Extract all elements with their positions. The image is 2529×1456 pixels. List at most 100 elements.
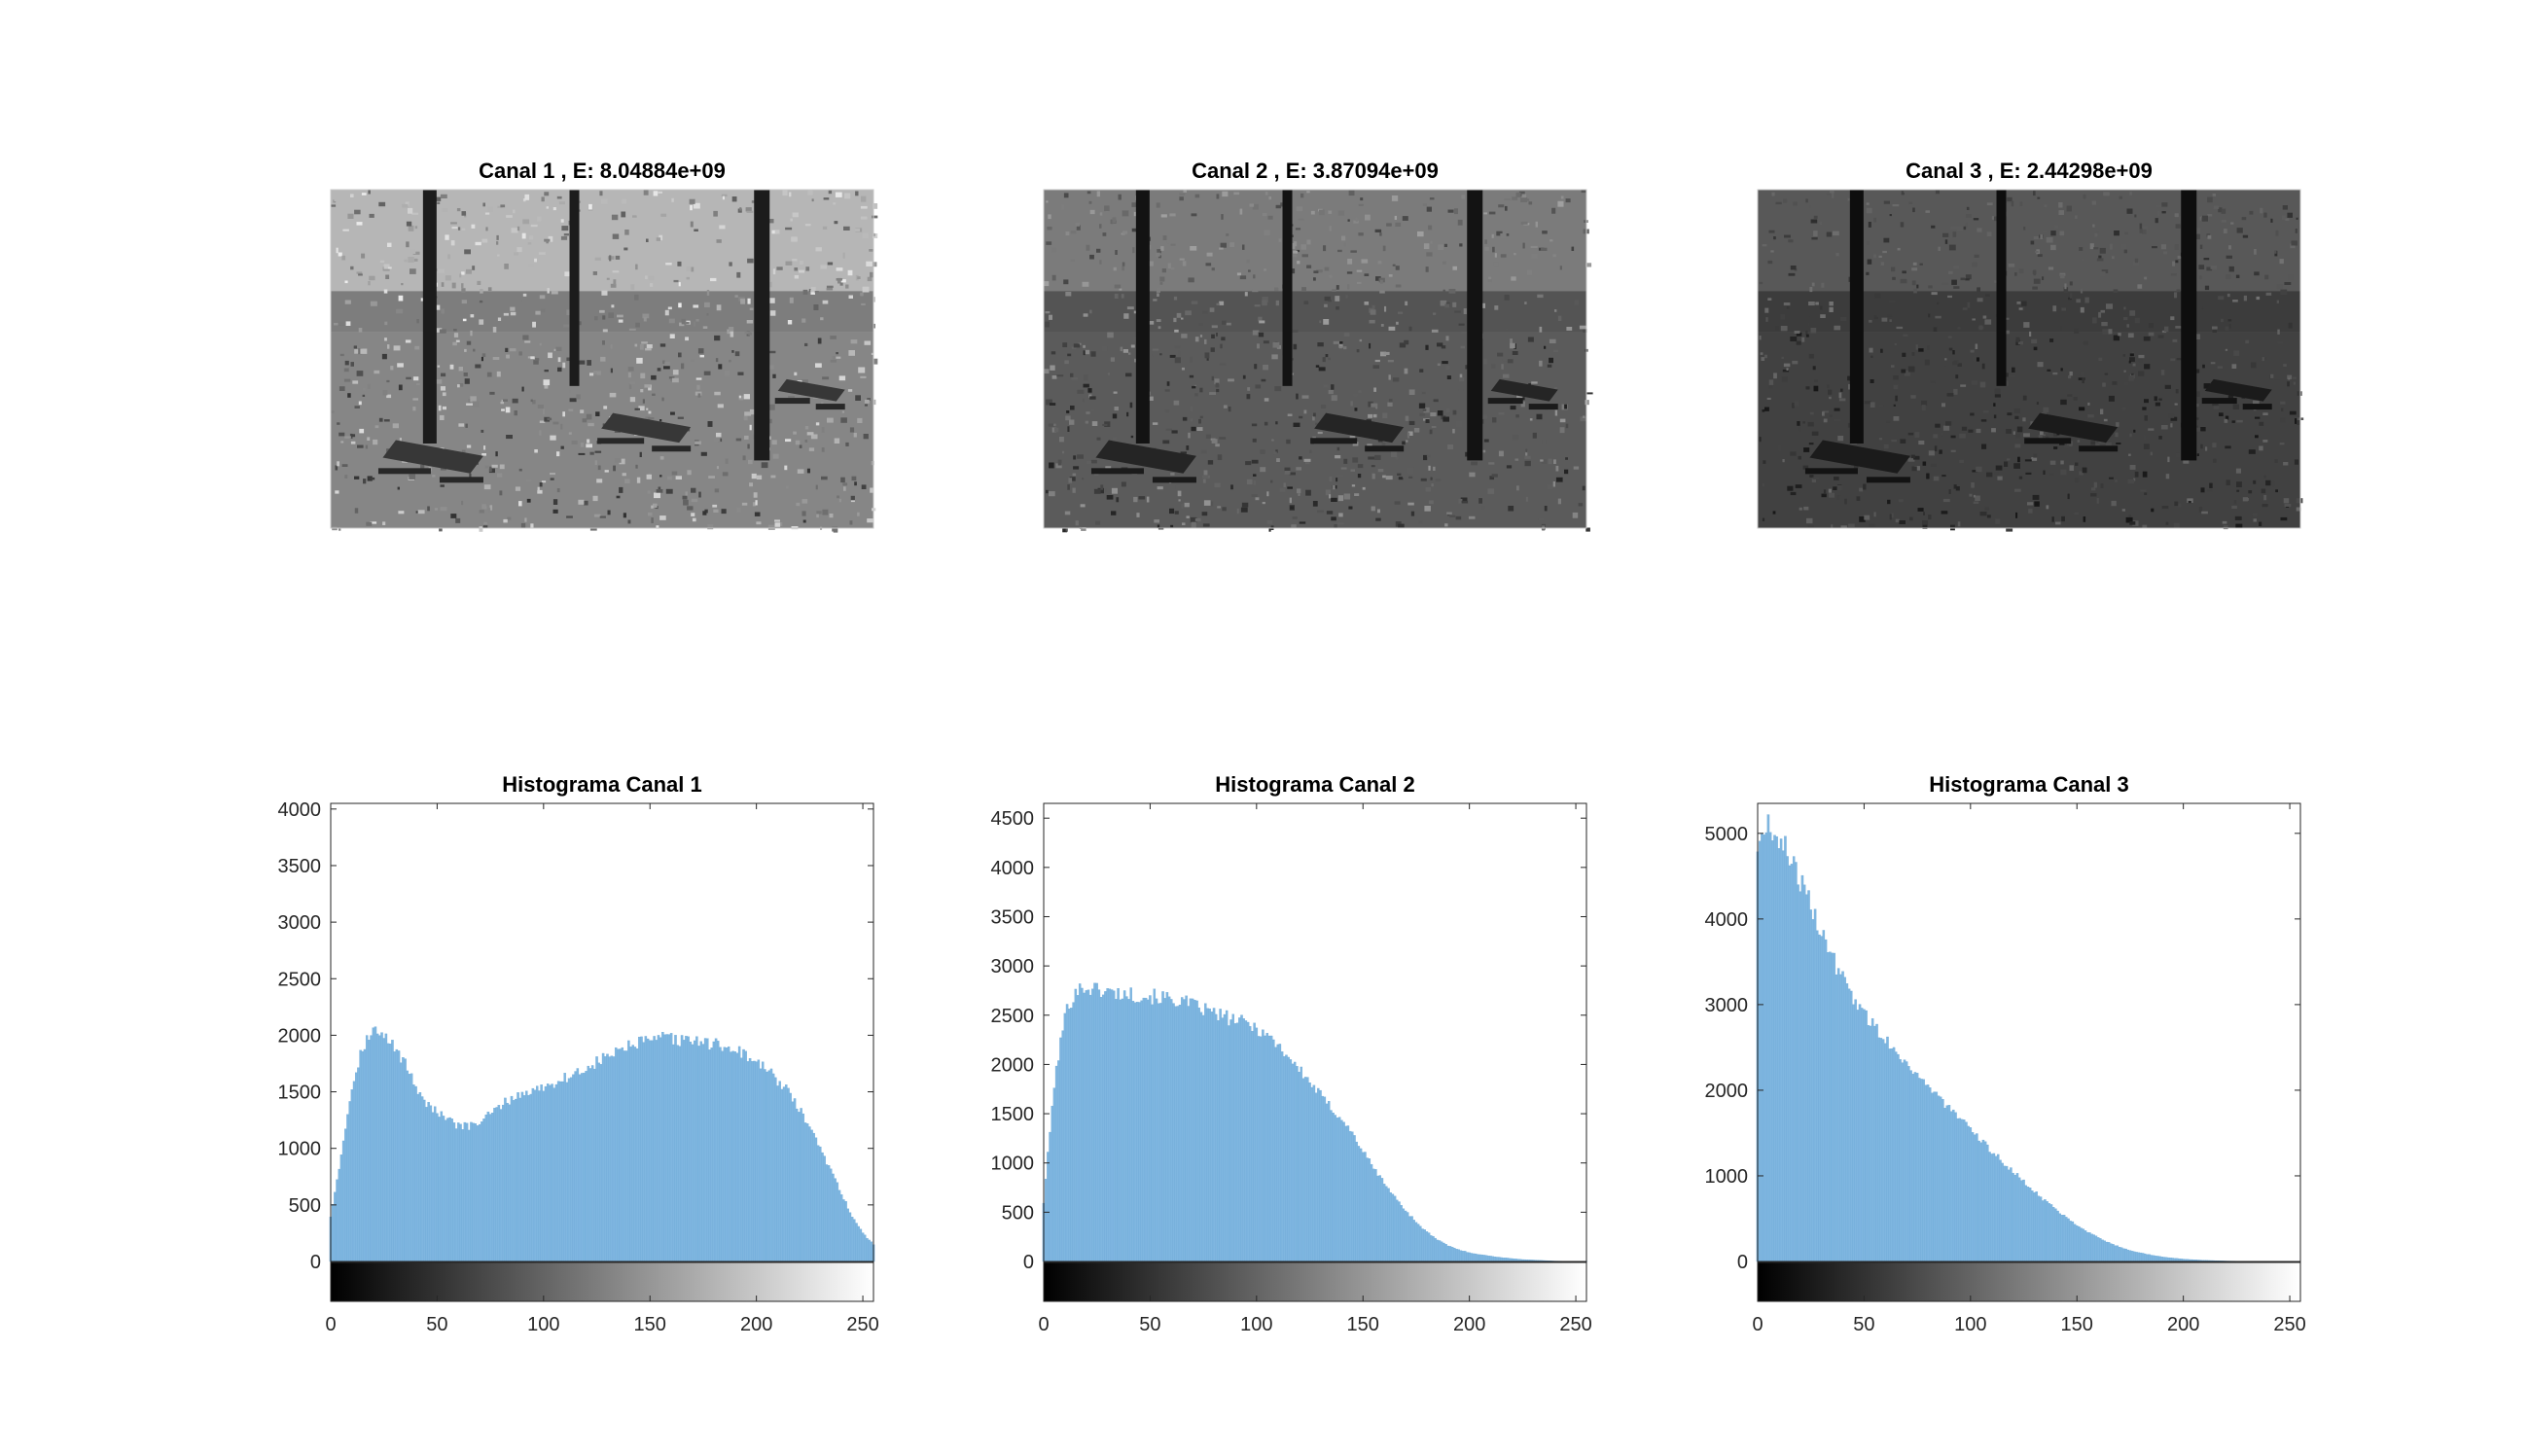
- histogram-bar: [2056, 1210, 2059, 1262]
- histogram-bar: [1189, 998, 1193, 1262]
- histogram-bar: [655, 1040, 659, 1262]
- histogram-bar: [2065, 1217, 2068, 1262]
- y-tick-label: 3500: [278, 856, 322, 877]
- histogram-bar: [1850, 990, 1853, 1262]
- histogram-bar: [2088, 1232, 2091, 1262]
- histogram-bar: [583, 1072, 586, 1262]
- histogram-bar: [476, 1125, 480, 1262]
- histogram-bar: [2092, 1234, 2095, 1262]
- histogram-bar: [1954, 1112, 1957, 1262]
- histogram-bar: [1334, 1115, 1337, 1262]
- histogram-bar: [1301, 1078, 1305, 1262]
- histogram-bar: [1416, 1224, 1420, 1262]
- histogram-bar: [1065, 1004, 1069, 1262]
- histogram-bar: [1296, 1066, 1299, 1262]
- histogram-bar: [697, 1046, 700, 1262]
- histogram-bar: [791, 1101, 795, 1262]
- histogram-bar: [1317, 1087, 1320, 1262]
- histogram-bar: [1860, 1008, 1864, 1262]
- histogram-bar: [1833, 952, 1836, 1262]
- histogram-bar: [614, 1047, 618, 1262]
- histogram-bar: [352, 1081, 356, 1262]
- histogram-bar: [1291, 1063, 1295, 1262]
- histogram-bar: [1225, 1010, 1229, 1262]
- histogram-bar: [518, 1097, 521, 1262]
- histogram-bar: [1779, 838, 1783, 1262]
- histogram-bar: [1099, 997, 1103, 1262]
- histogram-bar: [850, 1217, 854, 1262]
- histogram-bar: [766, 1071, 768, 1262]
- histogram-bar: [1115, 999, 1118, 1262]
- histogram-bar: [624, 1050, 628, 1262]
- histogram-bar: [746, 1061, 750, 1262]
- histogram-bar: [1086, 989, 1090, 1262]
- histogram-bar: [740, 1057, 743, 1262]
- histogram-bar: [1346, 1125, 1350, 1262]
- histogram-bar: [612, 1056, 616, 1262]
- histogram-bar: [651, 1040, 654, 1262]
- histogram-bar: [331, 1204, 335, 1262]
- histogram-bar: [1929, 1087, 1932, 1262]
- histogram-bar: [1775, 835, 1778, 1262]
- histogram-bars-1: [329, 1026, 875, 1262]
- histogram-bar: [648, 1040, 652, 1262]
- histogram-bar: [1093, 982, 1096, 1262]
- histogram-bar: [1385, 1186, 1388, 1262]
- histogram-bar: [1935, 1091, 1939, 1262]
- histogram-bar: [1427, 1232, 1431, 1262]
- histogram-bar: [1852, 1004, 1855, 1262]
- histogram-bar: [1201, 1014, 1205, 1262]
- histogram-bar: [1264, 1035, 1266, 1262]
- histogram-bar: [599, 1064, 603, 1262]
- histogram-bar: [1097, 989, 1101, 1262]
- histogram-bar: [1210, 1012, 1214, 1262]
- histogram-bar: [689, 1042, 693, 1262]
- histogram-bar: [1283, 1056, 1286, 1262]
- histogram-bar: [2010, 1167, 2013, 1262]
- histogram-bar: [1784, 835, 1787, 1262]
- histogram-bar: [712, 1041, 716, 1262]
- histogram-bar: [1890, 1048, 1894, 1262]
- histogram-bar: [631, 1045, 634, 1262]
- histogram-bar: [1786, 856, 1789, 1262]
- histogram-bar: [338, 1168, 341, 1262]
- histogram-bar: [412, 1084, 415, 1262]
- histogram-bar: [1907, 1066, 1910, 1262]
- histogram-bar: [769, 1068, 773, 1262]
- histogram-bar: [1176, 1006, 1180, 1262]
- histogram-bar: [1310, 1086, 1313, 1262]
- histogram-bar: [798, 1112, 801, 1262]
- histogram-bar: [2130, 1251, 2134, 1262]
- histogram-bar: [800, 1108, 802, 1262]
- histogram-bar: [1834, 974, 1838, 1262]
- histogram-bar: [2164, 1257, 2168, 1262]
- histogram-bar: [533, 1089, 537, 1262]
- histogram-bar: [1999, 1159, 2002, 1262]
- histogram-bar: [1361, 1152, 1365, 1262]
- histogram-bar: [665, 1034, 668, 1262]
- histogram-bar: [821, 1152, 824, 1262]
- histogram-bar: [1197, 1007, 1200, 1262]
- histogram-bar: [1484, 1255, 1488, 1262]
- histogram-bar: [2150, 1255, 2154, 1262]
- x-tick-label: 200: [1453, 1314, 1485, 1335]
- histogram-bar: [1217, 1020, 1220, 1262]
- grayscale-colorbar-1: [330, 1261, 874, 1302]
- histogram-2: Histograma Canal 20500100015002000250030…: [991, 772, 1592, 1335]
- histogram-bar: [759, 1068, 763, 1262]
- histogram-bar: [357, 1067, 360, 1262]
- histogram-bar: [1325, 1103, 1329, 1262]
- histogram-bar: [1208, 1008, 1211, 1262]
- histogram-bar: [1763, 835, 1765, 1262]
- y-tick-label: 0: [310, 1252, 321, 1273]
- histogram-bar: [433, 1106, 437, 1262]
- histogram-bar: [1151, 1004, 1154, 1262]
- histogram-bar: [1949, 1111, 1953, 1262]
- histogram-bar: [868, 1239, 871, 1262]
- histogram-title-2: Histograma Canal 2: [1215, 772, 1414, 797]
- histogram-bar: [1063, 1012, 1067, 1262]
- histogram-bar: [1922, 1079, 1925, 1262]
- histogram-bar: [1436, 1239, 1440, 1262]
- histogram-bar: [597, 1062, 600, 1262]
- histogram-bar: [574, 1071, 577, 1262]
